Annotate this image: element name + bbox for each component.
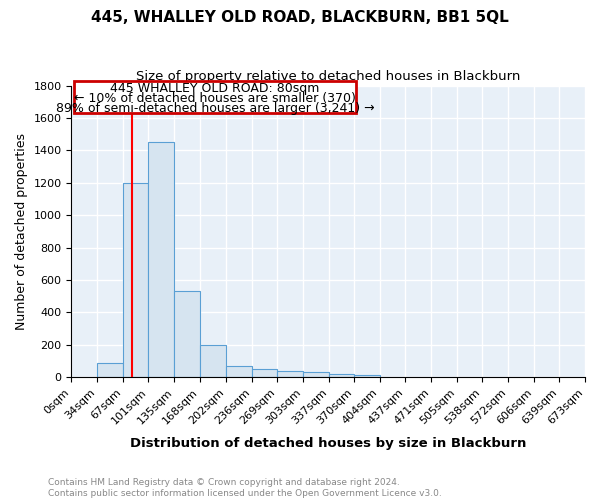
Bar — [200, 345, 226, 378]
Bar — [97, 362, 122, 378]
Bar — [302, 372, 329, 378]
Bar — [277, 371, 302, 378]
X-axis label: Distribution of detached houses by size in Blackburn: Distribution of detached houses by size … — [130, 437, 526, 450]
Bar — [354, 375, 380, 378]
Text: 89% of semi-detached houses are larger (3,241) →: 89% of semi-detached houses are larger (… — [56, 102, 374, 114]
Bar — [226, 366, 251, 378]
Text: 445 WHALLEY OLD ROAD: 80sqm: 445 WHALLEY OLD ROAD: 80sqm — [110, 82, 320, 96]
Text: Contains HM Land Registry data © Crown copyright and database right 2024.
Contai: Contains HM Land Registry data © Crown c… — [48, 478, 442, 498]
Text: 445, WHALLEY OLD ROAD, BLACKBURN, BB1 5QL: 445, WHALLEY OLD ROAD, BLACKBURN, BB1 5Q… — [91, 10, 509, 25]
Title: Size of property relative to detached houses in Blackburn: Size of property relative to detached ho… — [136, 70, 520, 83]
Bar — [329, 374, 354, 378]
Bar — [148, 142, 175, 378]
Bar — [175, 292, 200, 378]
FancyBboxPatch shape — [74, 80, 356, 113]
Text: ← 10% of detached houses are smaller (370): ← 10% of detached houses are smaller (37… — [74, 92, 356, 105]
Bar — [122, 183, 148, 378]
Y-axis label: Number of detached properties: Number of detached properties — [15, 133, 28, 330]
Bar — [251, 369, 277, 378]
